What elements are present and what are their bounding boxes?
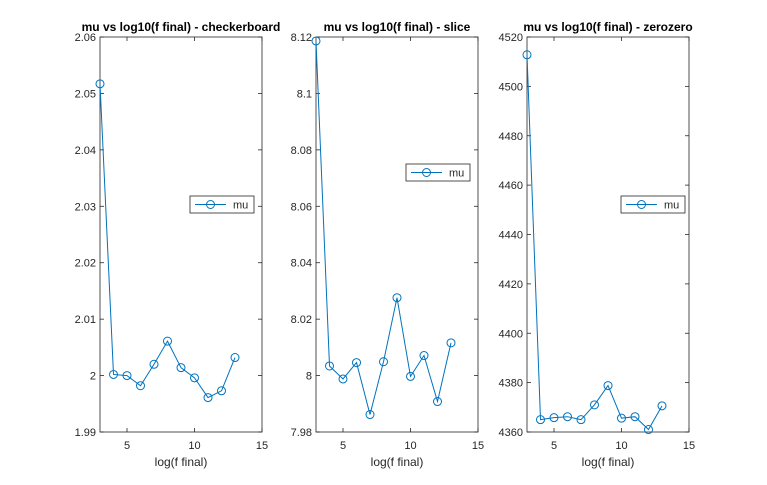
series-checkerboard (95, 79, 240, 403)
y-tick-label: 8.1 (297, 88, 312, 100)
chart-title-zerozero: mu vs log10(f final) - zerozero (523, 20, 692, 34)
y-tick-label: 2.02 (75, 258, 96, 270)
x-axis-label-slice: log(f final) (371, 455, 424, 469)
data-point (630, 412, 640, 422)
y-tick-label: 8.02 (291, 314, 312, 326)
y-tick-label: 8.04 (291, 258, 312, 270)
data-point (190, 373, 199, 383)
x-axis-label-checkerboard: log(f final) (155, 455, 208, 469)
data-point (338, 374, 348, 384)
data-point (590, 400, 599, 410)
legend-label-mu: mu (449, 168, 464, 180)
plot-area-slice (315, 36, 479, 433)
data-point (203, 393, 213, 403)
series-line-mu (99, 83, 236, 399)
y-tick-label: 8.06 (291, 201, 312, 213)
axis-ticks-checkerboard: 5 10 15 1.99 2 2.01 2.02 2.03 2.04 2.05 2.06 (75, 32, 269, 452)
y-tick-label: 4400 (499, 328, 523, 340)
legend-checkerboard: mu (189, 195, 255, 214)
data-point (446, 338, 456, 348)
y-tick-label: 4500 (499, 81, 523, 93)
data-point (122, 371, 132, 381)
data-point (163, 336, 172, 346)
legend-zerozero: mu (620, 195, 686, 214)
axis-ticks-slice: 5 10 15 7.98 8 8.02 8.04 8.06 8.08 8.1 8.12 (291, 32, 485, 452)
series-line-mu (526, 54, 663, 431)
x-axis-label-zerozero: log(f final) (582, 455, 635, 469)
chart-title-checkerboard: mu vs log10(f final) - checkerboard (82, 20, 281, 34)
y-tick-label: 4460 (499, 180, 523, 192)
data-point (352, 358, 361, 368)
subplot-zerozero: mu vs log10(f final) - zerozero log(f fi… (499, 20, 696, 469)
y-tick-label: 2.03 (75, 201, 96, 213)
y-tick-label: 2.05 (75, 88, 96, 100)
x-tick-label: 15 (683, 440, 695, 452)
data-point (522, 50, 532, 60)
data-point (536, 415, 545, 425)
y-tick-label: 4440 (499, 230, 523, 242)
data-point (136, 381, 145, 391)
data-point (576, 415, 586, 425)
y-tick-label: 2.01 (75, 314, 96, 326)
data-point (549, 413, 559, 423)
data-point (657, 401, 667, 411)
x-tick-label: 15 (256, 440, 268, 452)
data-point (617, 413, 626, 423)
x-tick-label: 10 (188, 440, 200, 452)
legend-label-mu: mu (664, 200, 679, 212)
series-slice (311, 36, 456, 420)
plot-area-checkerboard (99, 36, 263, 433)
y-tick-label: 2.04 (75, 145, 96, 157)
data-point (644, 425, 653, 435)
chart-title-slice: mu vs log10(f final) - slice (324, 20, 471, 34)
series-zerozero (522, 50, 667, 435)
y-tick-label: 2 (90, 371, 96, 383)
y-tick-label: 8 (306, 371, 312, 383)
data-point (311, 36, 321, 46)
data-point (406, 371, 415, 381)
data-point (176, 363, 186, 373)
y-tick-label: 4420 (499, 279, 523, 291)
y-tick-label: 4520 (499, 32, 523, 44)
plot-area-zerozero (526, 36, 690, 433)
legend-marker-swatch (637, 200, 646, 209)
data-point (379, 357, 388, 367)
y-tick-label: 4360 (499, 427, 523, 439)
data-point (217, 386, 226, 396)
y-tick-label: 7.98 (291, 427, 312, 439)
data-point (603, 381, 613, 391)
data-point (325, 361, 334, 371)
data-point (149, 359, 159, 369)
x-tick-label: 5 (124, 440, 130, 452)
data-point (419, 351, 429, 361)
subplot-checkerboard: mu vs log10(f final) - checkerboard log(… (75, 20, 281, 469)
data-point (230, 353, 240, 363)
y-tick-label: 1.99 (75, 427, 96, 439)
legend-marker-swatch (422, 168, 431, 177)
y-tick-label: 8.12 (291, 32, 312, 44)
x-tick-label: 5 (551, 440, 557, 452)
subplot-slice: mu vs log10(f final) - slice log(f final… (291, 20, 485, 469)
data-point (365, 410, 375, 420)
legend-slice: mu (405, 163, 471, 182)
x-tick-label: 10 (615, 440, 627, 452)
data-point (433, 397, 442, 407)
data-point (109, 369, 118, 379)
series-line-mu (315, 40, 452, 415)
y-tick-label: 4480 (499, 131, 523, 143)
data-point (95, 79, 105, 89)
x-tick-label: 10 (404, 440, 416, 452)
data-point (563, 412, 572, 422)
axis-ticks-zerozero: 5 10 15 4360 4380 4400 4420 4440 4460 4480 4500 452… (499, 32, 696, 452)
x-tick-label: 5 (340, 440, 346, 452)
x-tick-label: 15 (472, 440, 484, 452)
data-point (392, 293, 402, 303)
legend-marker-swatch (206, 200, 215, 209)
legend-label-mu: mu (233, 200, 248, 212)
y-tick-label: 2.06 (75, 32, 96, 44)
y-tick-label: 4380 (499, 378, 523, 390)
y-tick-label: 8.08 (291, 145, 312, 157)
